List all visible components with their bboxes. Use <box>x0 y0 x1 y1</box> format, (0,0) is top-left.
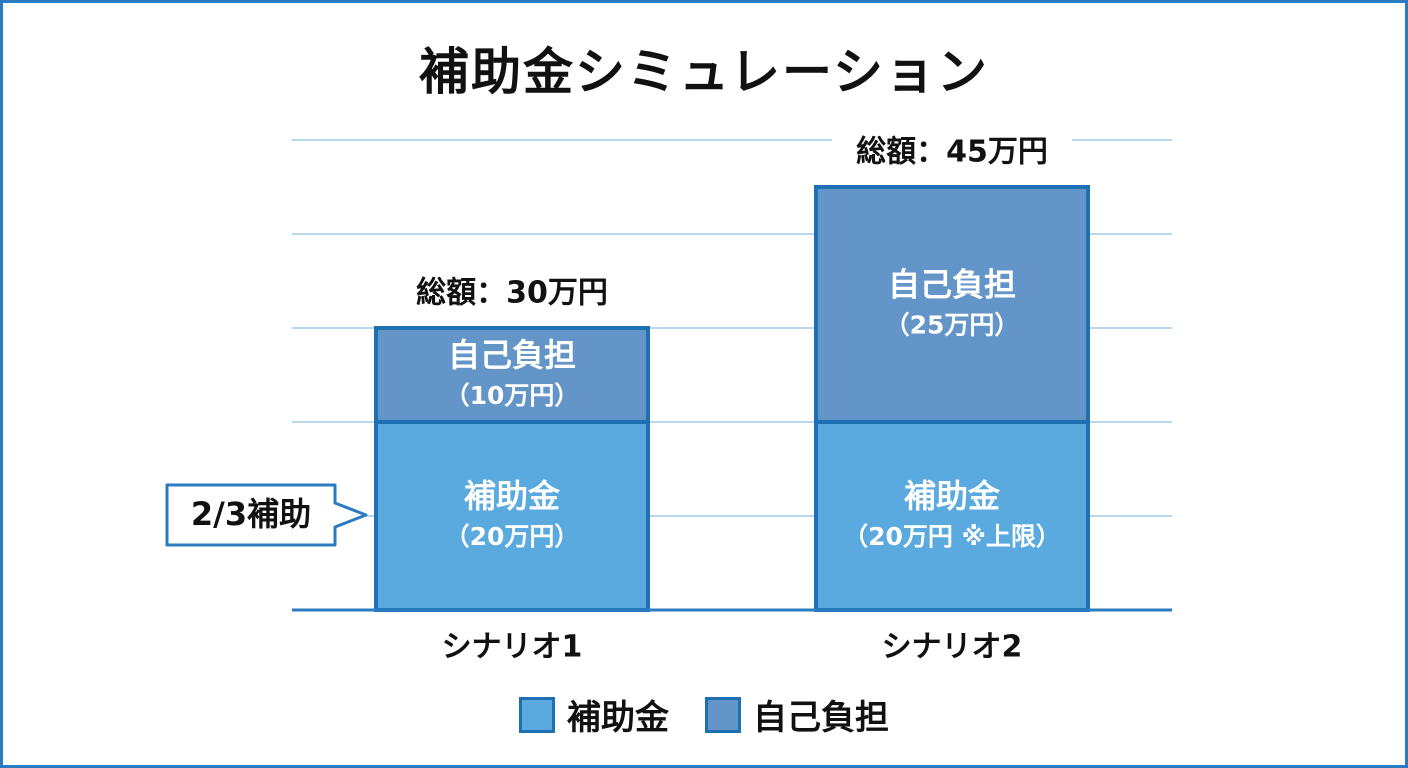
segment-label: 補助金 <box>464 477 561 515</box>
legend-swatch-self-pay <box>705 696 741 733</box>
segment-value-label: （20万円） <box>445 522 580 551</box>
chart-title: 補助金シミュレーション <box>419 43 989 101</box>
total-label-bg <box>392 272 632 316</box>
callout-label: 2/3補助 <box>191 495 311 533</box>
x-tick-label: シナリオ2 <box>882 630 1023 665</box>
legend-item-self-pay: 自己負担 <box>705 690 889 739</box>
total-label: 総額：30万円 <box>416 276 608 311</box>
legend-label-subsidy: 補助金 <box>567 698 669 738</box>
segment-label: 自己負担 <box>448 336 576 374</box>
bar-segment-subsidy-1 <box>374 420 650 612</box>
legend-label-self-pay: 自己負担 <box>753 698 889 738</box>
segment-value-label: （10万円） <box>445 381 580 410</box>
total-label: 総額：45万円 <box>856 135 1048 170</box>
segment-label: 自己負担 <box>888 266 1016 304</box>
total-label-bg <box>832 131 1072 175</box>
segment-label: 補助金 <box>904 477 1001 515</box>
x-tick-label: シナリオ1 <box>442 630 583 665</box>
bar-segment-subsidy-2 <box>814 420 1090 612</box>
segment-value-label: （20万円 ※上限） <box>843 522 1061 551</box>
bar-segment-self-pay-2 <box>814 185 1090 424</box>
callout-box <box>165 483 368 547</box>
bar-segment-self-pay-1 <box>374 326 650 424</box>
legend-item-subsidy: 補助金 <box>519 690 669 739</box>
legend-swatch-subsidy <box>519 696 555 733</box>
segment-value-label: （25万円） <box>885 311 1020 340</box>
legend: 補助金 自己負担 <box>0 690 1408 739</box>
